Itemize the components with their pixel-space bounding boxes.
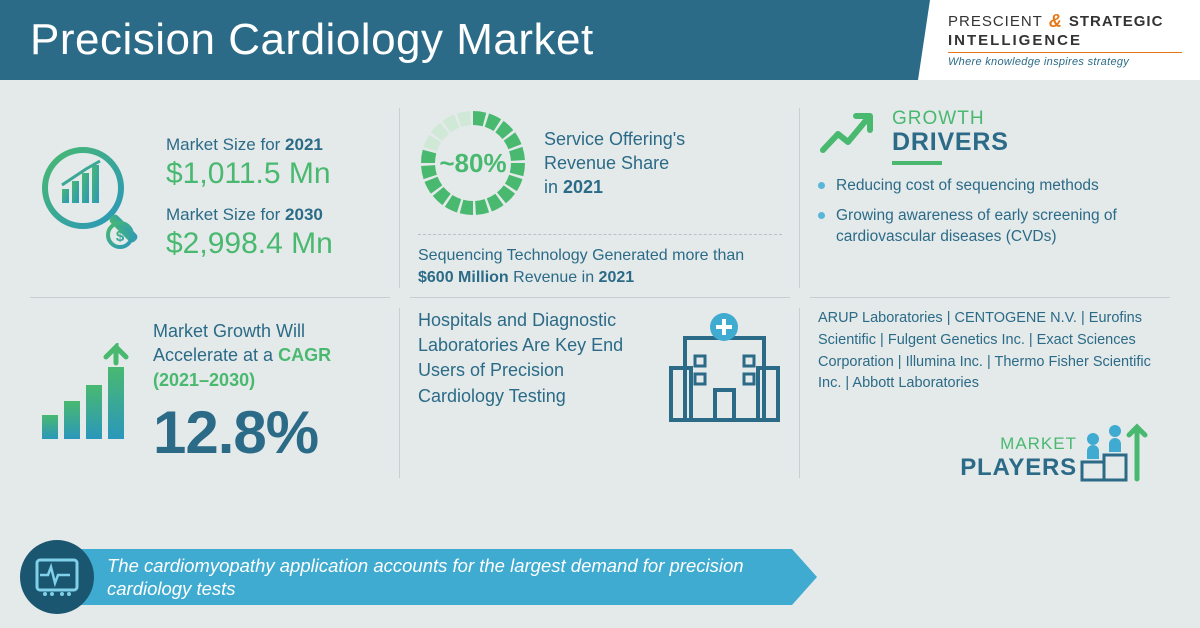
growth-drivers-panel: GROWTH DRIVERS Reducing cost of sequenci… (800, 98, 1180, 298)
page-title: Precision Cardiology Market (30, 15, 594, 65)
end-users-text: Hospitals and Diagnostic Laboratories Ar… (418, 308, 651, 478)
end-users-panel: Hospitals and Diagnostic Laboratories Ar… (400, 298, 800, 488)
market-size-2021-value: $1,011.5 Mn (166, 157, 333, 191)
market-size-2030-value: $2,998.4 Mn (166, 227, 333, 261)
growth-driver-item: Growing awareness of early screening of … (818, 205, 1162, 248)
revenue-share-label: Service Offering's Revenue Share in 2021 (544, 127, 685, 200)
banner-text: The cardiomyopathy application accounts … (107, 554, 757, 600)
bar-arrow-icon (38, 343, 133, 443)
players-heading-1: MARKET (1000, 434, 1077, 453)
infographic-grid: $ Market Size for 2021 $1,011.5 Mn Marke… (0, 80, 1200, 488)
growth-heading-1: GROWTH (892, 108, 1009, 130)
cagr-value: 12.8% (153, 398, 382, 467)
ecg-monitor-icon (34, 557, 80, 597)
market-players-list: ARUP Laboratories | CENTOGENE N.V. | Eur… (818, 308, 1162, 395)
brand-logo: PRESCIENT & STRATEGIC INTELLIGENCE Where… (930, 0, 1200, 80)
bottom-banner: The cardiomyopathy application accounts … (20, 540, 817, 614)
header-bar: Precision Cardiology Market PRESCIENT & … (0, 0, 1200, 80)
market-size-2030-label: Market Size for 2030 (166, 205, 333, 225)
logo-word-3: INTELLIGENCE (948, 32, 1082, 49)
sequencing-revenue-text: Sequencing Technology Generated more tha… (418, 245, 782, 290)
magnifier-chart-icon: $ (38, 143, 148, 253)
players-heading-2: PLAYERS (960, 454, 1077, 481)
logo-word-1: PRESCIENT (948, 13, 1043, 30)
market-players-panel: ARUP Laboratories | CENTOGENE N.V. | Eur… (800, 298, 1180, 488)
revenue-share-panel: ~80% Service Offering's Revenue Share in… (400, 98, 800, 298)
donut-percent: ~80% (418, 108, 528, 218)
cagr-label: Market Growth Will Accelerate at a CAGR … (153, 319, 382, 392)
logo-tagline: Where knowledge inspires strategy (948, 56, 1182, 68)
logo-word-2: STRATEGIC (1069, 13, 1164, 30)
logo-ampersand: & (1049, 11, 1063, 32)
growth-arrow-icon (818, 108, 878, 160)
market-size-panel: $ Market Size for 2021 $1,011.5 Mn Marke… (20, 98, 400, 298)
donut-chart: ~80% (418, 108, 528, 218)
svg-text:$: $ (116, 228, 125, 245)
growth-driver-item: Reducing cost of sequencing methods (818, 175, 1162, 197)
podium-people-icon (1077, 407, 1162, 482)
cagr-panel: Market Growth Will Accelerate at a CAGR … (20, 298, 400, 488)
growth-heading-2: DRIVERS (892, 128, 1009, 157)
banner-icon-circle (20, 540, 94, 614)
market-size-2021-label: Market Size for 2021 (166, 135, 333, 155)
hospital-icon (667, 308, 782, 428)
growth-driver-list: Reducing cost of sequencing methods Growi… (818, 175, 1162, 248)
